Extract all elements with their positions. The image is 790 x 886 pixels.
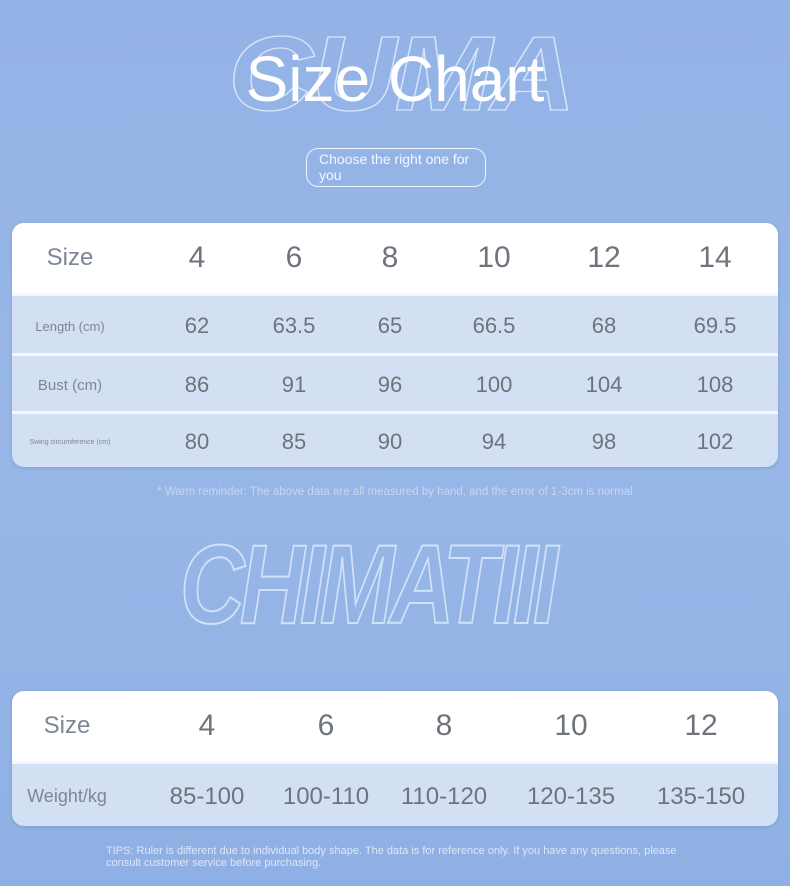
header-label: Size [46, 244, 94, 271]
table-cell: 85 [281, 429, 307, 454]
size-column-header: 4 [198, 709, 216, 742]
table-cell: 98 [591, 429, 617, 454]
table-row: Weight/kg 85-100 100-110 110-120 120-135 135-… [12, 761, 778, 826]
brand-watermark-middle: CHIMATIII [179, 521, 559, 648]
table-cell: 102 [696, 429, 734, 454]
table-cell: 66.5 [472, 313, 516, 338]
table-row: Swing circumference (cm) 80 85 90 94 98 102 [12, 411, 778, 467]
table-cell: 65 [377, 313, 403, 338]
header-row: Size 4 6 8 10 12 [12, 691, 778, 761]
row-label: Weight/kg [27, 786, 107, 806]
size-table-weight: Size 4 6 8 10 12 Weight/kg 85-100 100-110 110-120… [12, 691, 778, 826]
size-column-header: 10 [477, 241, 511, 274]
table-cell: 110-120 [400, 782, 488, 810]
header-label: Size [43, 712, 91, 739]
size-column-header: 8 [381, 241, 399, 274]
row-label: Bust (cm) [37, 376, 103, 394]
table-cell: 85-100 [169, 782, 245, 810]
table-cell: 100-110 [282, 782, 370, 810]
size-column-header: 8 [435, 709, 453, 742]
table-cell: 62 [184, 313, 210, 338]
table-cell: 135-150 [656, 782, 746, 810]
size-column-header: 4 [188, 241, 206, 274]
page-title: Size Chart [245, 43, 545, 115]
table-row: Bust (cm) 86 91 96 100 104 108 [12, 353, 778, 414]
size-column-header: 6 [317, 709, 335, 742]
table-cell: 91 [281, 372, 307, 397]
table-cell: 80 [184, 429, 210, 454]
brand-watermark-top: CUMA [227, 14, 576, 134]
table-cell: 63.5 [272, 313, 316, 338]
size-column-header: 12 [587, 241, 621, 274]
table-cell: 86 [184, 372, 210, 397]
size-column-header: 6 [285, 241, 303, 274]
size-table-measurements: Size 4 6 8 10 12 14 Length (cm) 62 63.5 65 66.5 68 69… [12, 223, 778, 467]
table-cell: 96 [377, 372, 403, 397]
tips-text: TIPS: Ruler is different due to individu… [106, 845, 677, 869]
table-cell: 120-135 [526, 782, 616, 810]
warm-reminder-note: * Warm reminder: The above data are all … [157, 486, 633, 498]
table-cell: 104 [585, 372, 623, 397]
size-column-header: 12 [684, 709, 718, 742]
row-label: Length (cm) [35, 318, 105, 334]
table-cell: 94 [481, 429, 507, 454]
size-column-header: 14 [698, 241, 732, 274]
size-column-header: 10 [554, 709, 588, 742]
table-cell: 100 [475, 372, 513, 397]
table-cell: 90 [377, 429, 403, 454]
header-row: Size 4 6 8 10 12 14 [12, 223, 778, 293]
table-cell: 69.5 [693, 313, 737, 338]
subtitle-badge: Choose the right one for you [306, 148, 486, 187]
row-label: Swing circumference (cm) [29, 438, 111, 446]
table-cell: 108 [696, 372, 734, 397]
table-cell: 68 [591, 313, 617, 338]
table-row: Length (cm) 62 63.5 65 66.5 68 69.5 [12, 293, 778, 356]
